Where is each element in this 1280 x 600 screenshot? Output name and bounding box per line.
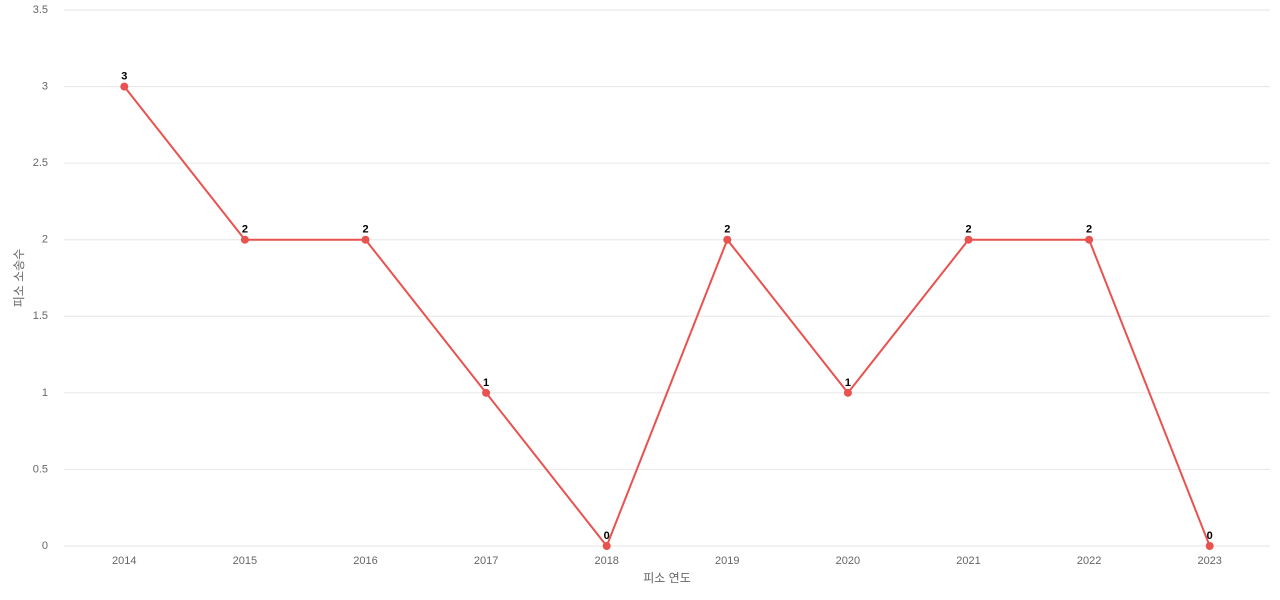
point <box>602 542 611 550</box>
data-label: 2 <box>1086 224 1092 236</box>
y-tick-label: 1 <box>42 387 48 399</box>
point <box>240 235 249 244</box>
x-tick-label: 2022 <box>1077 555 1101 567</box>
x-tick-label: 2015 <box>233 555 257 567</box>
data-label: 0 <box>1207 530 1213 542</box>
x-tick-label: 2014 <box>112 555 136 567</box>
point <box>1205 542 1214 550</box>
point <box>1085 235 1094 244</box>
x-tick-label: 2023 <box>1197 555 1221 567</box>
y-tick-label: 3.5 <box>33 4 48 16</box>
x-axis-title: 피소 연도 <box>643 571 691 585</box>
line <box>123 85 1211 548</box>
x-tick-label: 2019 <box>715 555 739 567</box>
data-label: 0 <box>604 530 610 542</box>
y-tick-label: 2 <box>42 234 48 246</box>
point <box>723 235 732 244</box>
x-tick-label: 2017 <box>474 555 498 567</box>
data-label: 3 <box>121 70 127 82</box>
y-tick-label: 3 <box>42 80 48 92</box>
point <box>361 235 370 244</box>
y-tick-label: 1.5 <box>33 310 48 322</box>
data-label: 1 <box>845 377 851 389</box>
point <box>120 82 129 91</box>
data-label: 1 <box>483 377 489 389</box>
x-tick-label: 2021 <box>956 555 980 567</box>
point <box>843 388 852 397</box>
data-label: 2 <box>965 224 971 236</box>
data-label: 2 <box>242 224 248 236</box>
data-label: 2 <box>362 224 368 236</box>
data-label: 2 <box>724 224 730 236</box>
x-tick-label: 2018 <box>594 555 618 567</box>
x-tick-label: 2020 <box>836 555 860 567</box>
y-tick-label: 0.5 <box>33 463 48 475</box>
y-tick-label: 2.5 <box>33 157 48 169</box>
point <box>482 388 491 397</box>
y-axis-title: 피소 소송수 <box>12 249 26 308</box>
point <box>964 235 973 244</box>
x-tick-label: 2016 <box>353 555 377 567</box>
y-tick-label: 0 <box>42 540 48 552</box>
